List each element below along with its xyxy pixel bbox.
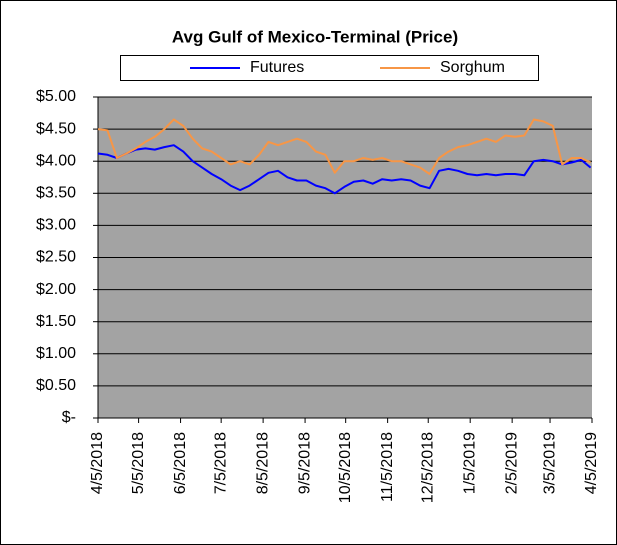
y-tick-label: $3.00 [36,217,76,234]
legend-label: Sorghum [440,59,505,76]
y-tick-label: $0.50 [36,377,76,394]
y-tick-label: $5.00 [36,88,76,105]
x-tick-label: 7/5/2018 [212,432,229,494]
chart-title: Avg Gulf of Mexico-Terminal (Price) [172,27,458,46]
x-tick-label: 8/5/2018 [254,432,271,494]
y-tick-label: $4.50 [36,120,76,137]
series-line [97,144,592,195]
y-tick-label: $1.00 [36,345,76,362]
x-tick-label: 5/5/2018 [130,432,147,494]
x-tick-label: 6/5/2018 [172,432,189,494]
x-tick-label: 12/5/2018 [419,432,436,503]
x-tick-label: 4/5/2018 [89,432,106,494]
x-tick-label: 3/5/2019 [541,432,558,494]
x-tick-label: 4/5/2019 [583,432,600,494]
y-tick-label: $- [62,409,76,426]
y-tick-label: $4.00 [36,152,76,169]
series-line [97,118,592,175]
x-tick-label: 10/5/2018 [337,432,354,503]
y-tick-label: $2.50 [36,249,76,266]
y-tick-label: $3.50 [36,185,76,202]
x-tick-label: 2/5/2019 [503,432,520,494]
x-tick-label: 1/5/2019 [461,432,478,494]
legend-label: Futures [250,59,304,76]
y-tick-label: $1.50 [36,313,76,330]
y-tick-label: $2.00 [36,281,76,298]
x-tick-label: 11/5/2018 [379,432,396,502]
x-tick-label: 9/5/2018 [296,432,313,494]
